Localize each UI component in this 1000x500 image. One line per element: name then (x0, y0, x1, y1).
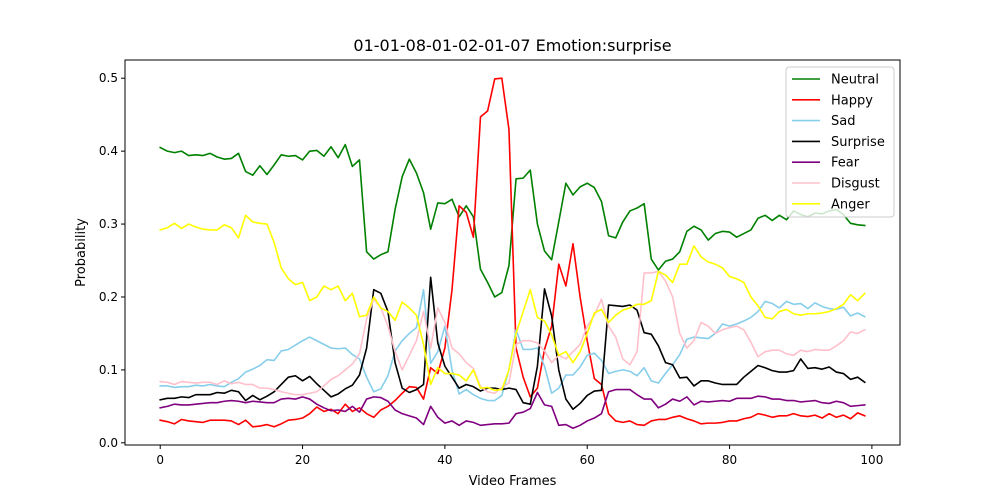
y-axis: 0.0 0.1 0.2 0.3 0.4 0.5 (99, 71, 125, 450)
series-line-happy (159, 77, 866, 428)
series-layer (159, 77, 866, 430)
legend-label-disgust: Disgust (831, 177, 880, 192)
y-tick-label: 0.1 (99, 363, 118, 377)
series-line-anger (159, 214, 866, 392)
y-tick-label: 0.4 (99, 144, 118, 158)
x-tick-label: 60 (580, 453, 595, 467)
y-tick-label: 0.2 (99, 290, 118, 304)
x-axis: 0 20 40 60 80 100 (156, 445, 883, 467)
x-tick-label: 80 (722, 453, 737, 467)
y-tick-label: 0.0 (99, 436, 118, 450)
legend-label-happy: Happy (831, 93, 873, 108)
legend-label-neutral: Neutral (831, 73, 879, 88)
y-tick-label: 0.3 (99, 217, 118, 231)
y-tick-label: 0.5 (99, 71, 118, 85)
x-axis-label: Video Frames (469, 474, 557, 489)
series-line-surprise (159, 276, 866, 411)
legend-label-anger: Anger (831, 197, 870, 212)
legend-label-fear: Fear (831, 156, 860, 171)
x-tick-label: 20 (295, 453, 310, 467)
x-tick-label: 100 (860, 453, 883, 467)
x-tick-label: 0 (156, 453, 164, 467)
legend-label-sad: Sad (831, 114, 855, 129)
legend-box (785, 66, 895, 218)
y-axis-label: Probability (74, 218, 89, 287)
series-line-disgust (159, 270, 866, 396)
chart-title: 01-01-08-01-02-01-07 Emotion:surprise (353, 36, 671, 55)
x-tick-label: 40 (437, 453, 452, 467)
legend-label-surprise: Surprise (831, 135, 885, 150)
series-line-fear (159, 388, 866, 430)
legend: Neutral Happy Sad Surprise Fear Disgust Anger (785, 66, 895, 218)
plot-frame (124, 59, 901, 446)
